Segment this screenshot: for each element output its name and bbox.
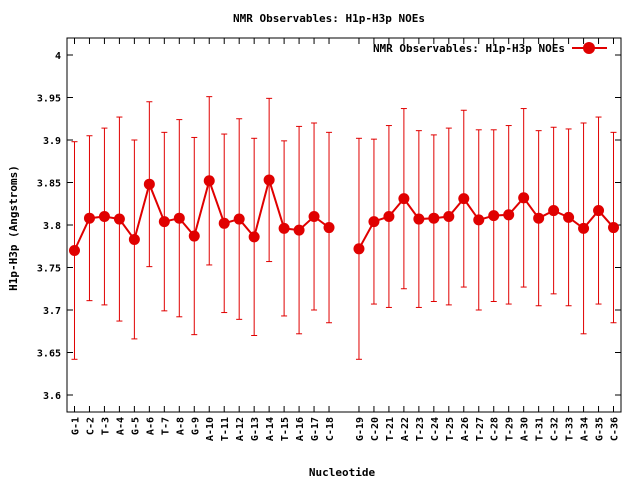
data-point [83,212,95,224]
data-point [293,224,305,236]
series-line [358,196,615,250]
data-point [143,178,155,190]
x-tick-label: T-3 [100,417,111,435]
data-point [233,213,245,225]
data-point [278,222,290,234]
x-tick-label: C-32 [550,417,561,441]
data-point [443,211,455,222]
data-point [113,213,125,225]
y-tick-label: 3.85 [37,179,61,190]
x-tick-label: A-34 [580,417,591,441]
x-tick-label: A-4 [115,417,126,435]
data-point [248,231,260,243]
x-tick-label: G-17 [310,417,321,441]
y-tick-label: 3.6 [43,391,61,402]
y-tick-label: 3.75 [37,264,61,275]
x-tick-label: G-13 [250,417,261,441]
x-tick-label: A-10 [205,417,216,441]
x-tick-label: C-24 [430,417,441,441]
x-tick-label: A-30 [520,417,531,441]
data-point [203,175,215,187]
x-tick-label: C-36 [610,417,621,441]
error-bars [71,96,617,360]
x-tick-label: T-11 [220,417,231,441]
x-tick-label: A-14 [265,417,276,441]
x-tick-label: T-31 [535,417,546,441]
x-tick-label: T-23 [415,417,426,441]
legend-marker [583,42,595,54]
x-tick-label: A-8 [175,417,186,435]
data-point [383,211,395,222]
x-tick-label: T-25 [445,417,456,441]
legend: NMR Observables: H1p-H3p NOEs [373,42,607,55]
x-tick-label: G-9 [190,417,201,435]
data-point [518,192,530,204]
x-tick-label: T-27 [475,417,486,441]
data-point [428,212,440,224]
data-point [68,245,80,256]
data-point [323,222,335,234]
data-point [263,174,275,186]
data-point [98,211,110,222]
data-point [158,216,170,228]
series-points [68,174,620,256]
x-tick-label: A-16 [295,417,306,441]
x-tick-label: T-7 [160,417,171,435]
x-axis-label: Nucleotide [309,466,376,479]
x-tick-label: C-2 [85,417,96,435]
data-point [488,210,500,222]
data-point [548,205,560,217]
x-tick-label: A-12 [235,417,246,441]
x-tick-label: T-15 [280,417,291,441]
data-point [398,193,410,205]
x-tick-label: A-22 [400,417,411,441]
data-point [533,212,545,224]
data-point [473,214,485,226]
x-tick-label: T-29 [505,417,516,441]
series-line [73,176,330,251]
x-axis: G-1 C-2 T-3 A-4 G-5 A-6 T-7 A-8 G-9 A-10 T-11 A-12 G… [70,38,621,441]
data-point [458,193,470,205]
data-point [593,205,605,217]
data-point [578,222,590,234]
x-tick-label: A-6 [145,417,156,435]
y-tick-label: 3.7 [43,306,61,317]
data-point [503,209,515,221]
x-tick-label: C-18 [325,417,336,441]
x-tick-label: T-33 [565,417,576,441]
data-point [368,216,380,228]
data-point [608,222,620,234]
data-point [218,217,230,229]
data-point [188,230,200,242]
data-point [563,211,575,223]
y-axis-label: H1p-H3p (Angstroms) [7,165,20,291]
x-tick-label: G-35 [595,417,606,441]
series-lines [73,176,615,251]
x-tick-label: G-1 [70,417,81,435]
data-point [413,213,425,225]
y-tick-label: 3.65 [37,349,61,360]
x-tick-label: G-5 [130,417,141,435]
x-tick-label: C-20 [370,417,381,441]
x-tick-label: G-19 [355,417,366,441]
plot-frame [66,37,622,413]
legend-label: NMR Observables: H1p-H3p NOEs [373,42,565,55]
y-tick-label: 3.95 [37,94,61,105]
y-tick-label: 3.9 [43,136,61,147]
x-tick-label: C-28 [490,417,501,441]
data-point [308,211,320,222]
data-point [353,243,365,255]
x-tick-label: A-26 [460,417,471,441]
data-point [128,233,140,245]
data-point [173,212,185,224]
y-tick-label: 3.8 [43,221,61,232]
x-tick-label: T-21 [385,417,396,441]
chart-title: NMR Observables: H1p-H3p NOEs [233,12,425,25]
y-tick-label: 4 [55,51,61,62]
